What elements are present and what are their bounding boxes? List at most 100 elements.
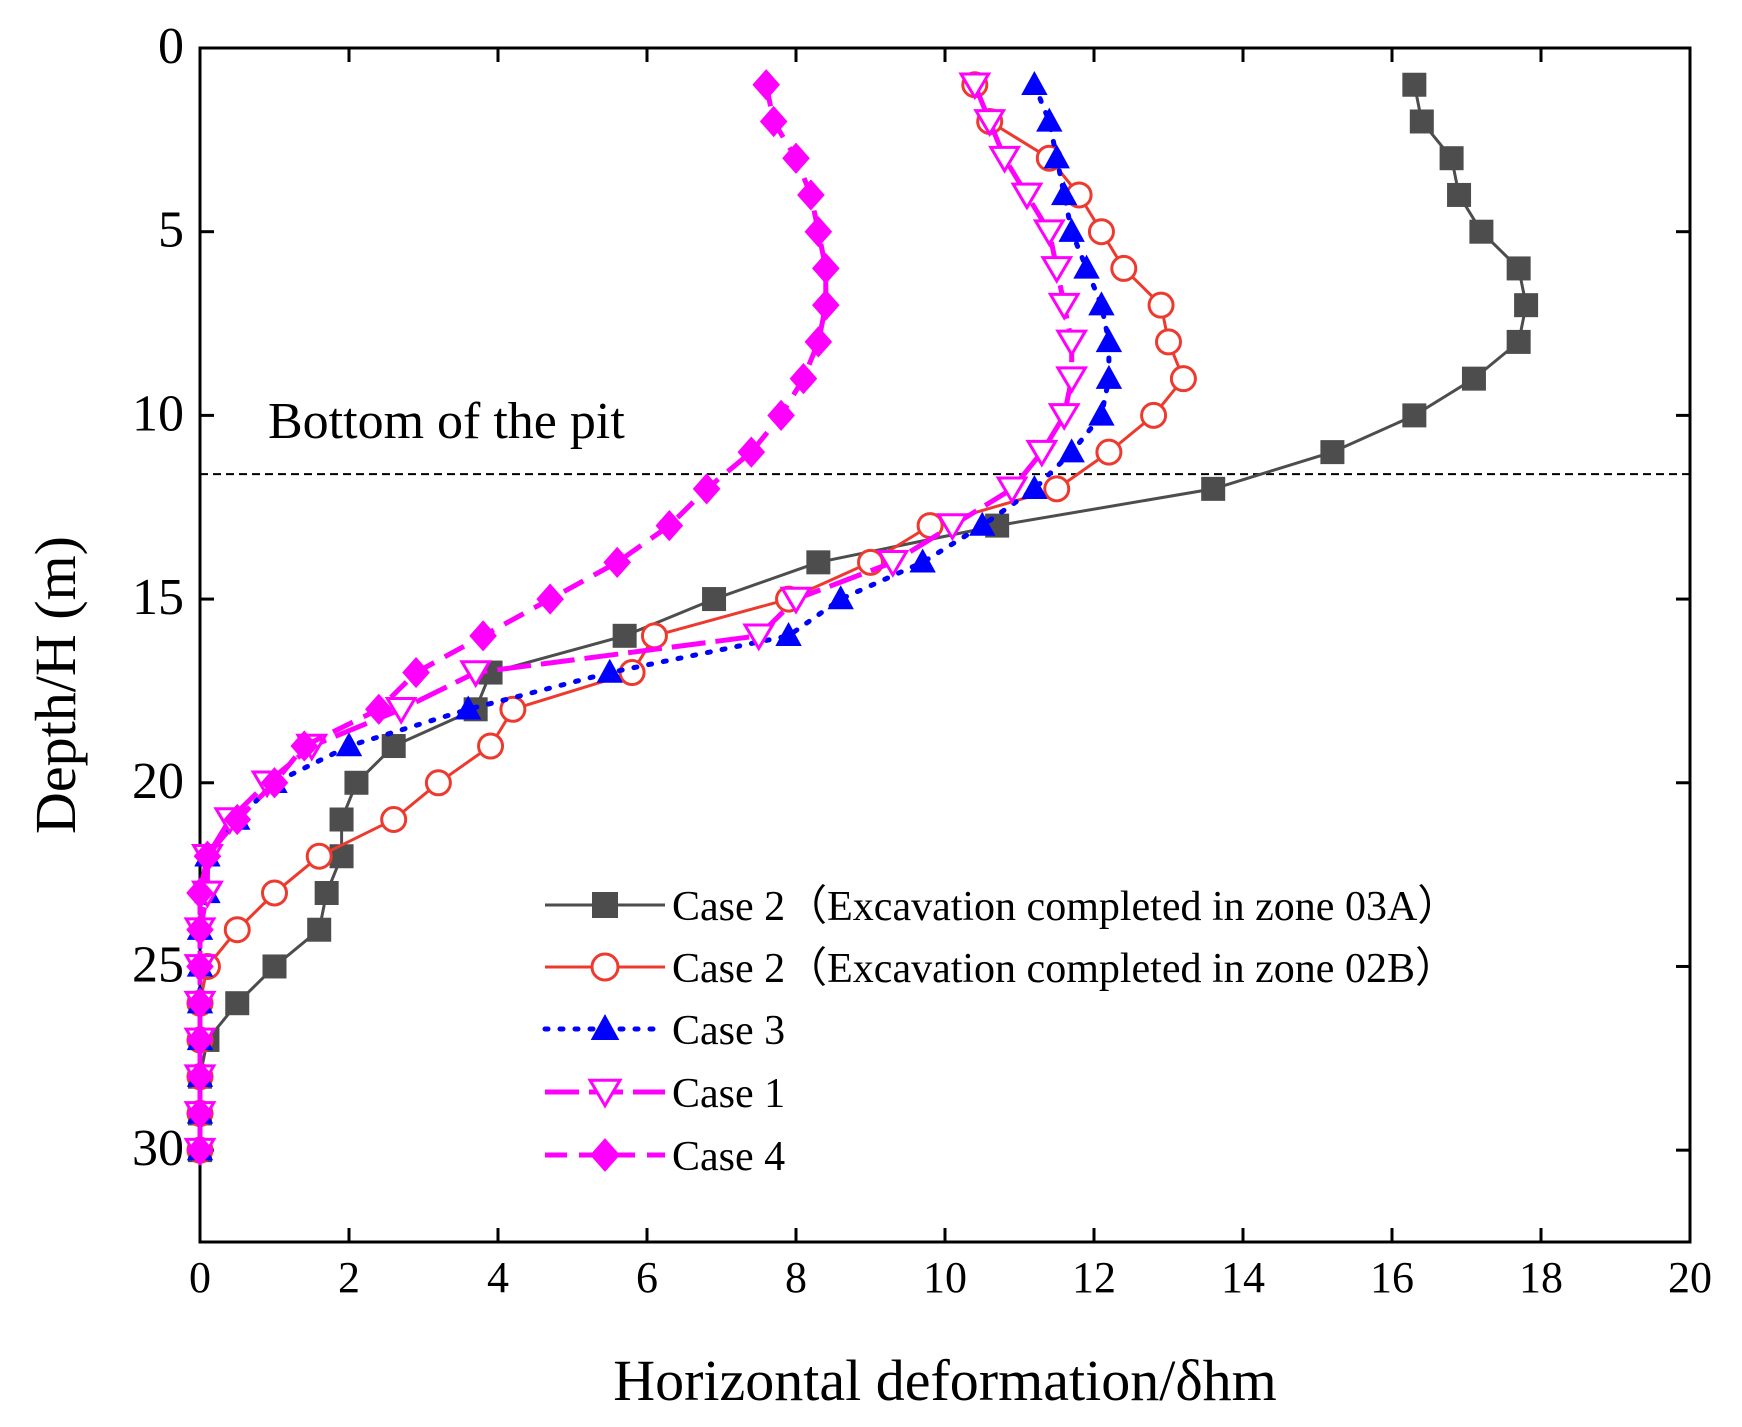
legend-label: Case 3 bbox=[672, 1008, 785, 1054]
data-point bbox=[469, 620, 497, 652]
data-point bbox=[225, 991, 250, 1016]
data-point bbox=[1043, 144, 1070, 169]
legend: Case 2（Excavation completed in zone 03A）… bbox=[542, 884, 1459, 1180]
data-point bbox=[186, 1061, 214, 1093]
data-point bbox=[290, 730, 319, 762]
data-point bbox=[1409, 109, 1434, 134]
data-point bbox=[1402, 403, 1427, 428]
data-point bbox=[767, 399, 795, 431]
legend-item: Case 4 bbox=[545, 1134, 785, 1180]
data-point bbox=[759, 105, 788, 138]
legend-marker bbox=[590, 952, 620, 982]
data-point bbox=[797, 179, 825, 211]
x-tick-label: 0 bbox=[189, 1253, 211, 1302]
data-point bbox=[782, 142, 810, 174]
data-point bbox=[186, 877, 214, 909]
data-point bbox=[1058, 217, 1085, 242]
data-point bbox=[1040, 256, 1074, 284]
data-point bbox=[973, 109, 1007, 138]
data-point bbox=[789, 363, 818, 395]
data-point bbox=[1032, 219, 1066, 248]
data-point bbox=[596, 658, 623, 683]
data-point bbox=[612, 623, 637, 648]
data-point bbox=[381, 734, 406, 759]
data-point bbox=[752, 69, 780, 101]
data-point bbox=[459, 660, 493, 689]
legend-item: Case 2（Excavation completed in zone 03A） bbox=[545, 884, 1459, 930]
data-point bbox=[812, 289, 840, 321]
data-point bbox=[1058, 438, 1085, 463]
data-point bbox=[1088, 291, 1115, 316]
y-tick-label: 0 bbox=[158, 18, 184, 75]
data-point bbox=[702, 587, 727, 612]
data-point bbox=[1506, 329, 1531, 354]
x-tick-label: 16 bbox=[1370, 1253, 1414, 1302]
data-point bbox=[305, 842, 333, 870]
data-point bbox=[603, 546, 631, 578]
data-point bbox=[1447, 182, 1472, 207]
data-point bbox=[329, 807, 354, 832]
y-tick-label: 15 bbox=[132, 569, 184, 626]
data-point bbox=[692, 473, 721, 505]
data-point bbox=[1051, 181, 1078, 206]
data-point bbox=[477, 732, 505, 760]
data-point bbox=[262, 954, 287, 979]
y-axis-title: Depth/H (m) bbox=[23, 536, 88, 834]
data-point bbox=[1021, 70, 1048, 95]
data-point bbox=[365, 693, 393, 725]
data-point bbox=[186, 1024, 214, 1056]
data-point bbox=[186, 987, 214, 1019]
y-tick-label: 5 bbox=[158, 202, 184, 259]
data-point bbox=[1461, 366, 1486, 391]
data-point bbox=[1047, 292, 1081, 321]
y-tick-label: 20 bbox=[132, 753, 184, 810]
data-point bbox=[1201, 476, 1226, 501]
data-point bbox=[335, 732, 363, 757]
data-point bbox=[314, 880, 339, 905]
x-tick-label: 20 bbox=[1668, 1253, 1712, 1302]
data-point bbox=[804, 326, 833, 358]
data-point bbox=[1010, 182, 1044, 211]
data-point bbox=[193, 840, 222, 872]
data-point bbox=[499, 695, 527, 723]
series-5 bbox=[186, 69, 840, 1166]
legend-item: Case 1 bbox=[545, 1071, 785, 1117]
legend-marker bbox=[592, 892, 618, 918]
x-tick-label: 12 bbox=[1072, 1253, 1116, 1302]
data-point bbox=[186, 950, 214, 983]
y-tick-label: 30 bbox=[132, 1120, 184, 1177]
data-point bbox=[909, 548, 936, 573]
data-point bbox=[958, 72, 992, 101]
data-point bbox=[424, 769, 452, 797]
y-tick-label: 25 bbox=[132, 936, 184, 993]
data-point bbox=[812, 252, 840, 285]
series-layer bbox=[183, 69, 1539, 1166]
data-point bbox=[1036, 107, 1063, 132]
data-point bbox=[384, 696, 418, 725]
x-tick-label: 14 bbox=[1221, 1253, 1265, 1302]
data-point bbox=[779, 586, 813, 615]
pit-bottom-label: Bottom of the pit bbox=[268, 393, 625, 450]
data-point bbox=[1043, 475, 1071, 503]
data-point bbox=[1147, 291, 1175, 319]
data-point bbox=[1169, 365, 1197, 393]
data-point bbox=[742, 623, 776, 652]
data-point bbox=[1055, 366, 1089, 395]
data-point bbox=[1439, 146, 1464, 171]
x-tick-label: 4 bbox=[487, 1253, 509, 1302]
data-point bbox=[186, 1097, 214, 1130]
data-point bbox=[1073, 254, 1100, 279]
data-point bbox=[737, 436, 766, 468]
legend-label: Case 2（Excavation completed in zone 02B） bbox=[672, 946, 1457, 992]
data-point bbox=[1155, 328, 1182, 356]
data-point bbox=[1055, 329, 1089, 358]
x-tick-label: 8 bbox=[785, 1253, 807, 1302]
y-axis-ticks: 0 5 10 15 20 25 30 bbox=[132, 18, 1690, 1177]
legend-label: Case 1 bbox=[672, 1071, 785, 1117]
data-point bbox=[876, 550, 910, 578]
data-point bbox=[344, 770, 369, 795]
annotation-layer: Bottom of the pit bbox=[200, 393, 1690, 476]
data-point bbox=[1047, 403, 1081, 431]
data-point bbox=[1320, 440, 1345, 465]
